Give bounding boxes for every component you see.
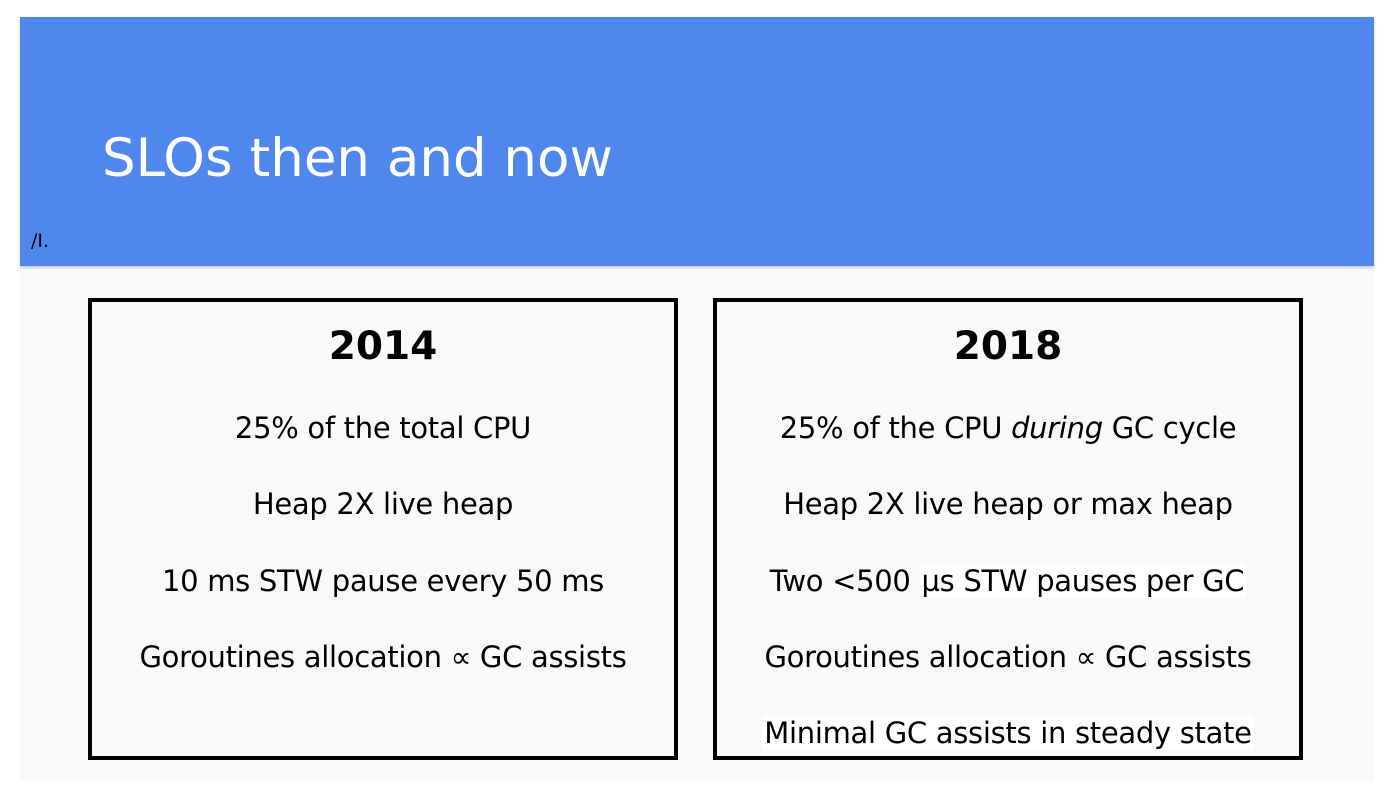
slide-header: SLOs then and now /I.	[20, 17, 1374, 266]
header-mark: /I.	[31, 230, 50, 252]
steady-text: Minimal GC assists in steady state	[762, 716, 1254, 750]
cpu-text-emphasis: during	[1011, 411, 1103, 445]
slo-item-cpu-2018: 25% of the CPU during GC cycle	[717, 408, 1299, 448]
slide: SLOs then and now /I. 2014 25% of the to…	[20, 17, 1374, 781]
slo-item-pause-2014: 10 ms STW pause every 50 ms	[162, 564, 604, 598]
slo-item-assists-2014: Goroutines allocation ∝ GC assists	[139, 640, 627, 674]
slide-title: SLOs then and now	[102, 128, 613, 189]
slo-item-pause-2018: Two <500 µs STW pauses per GC	[717, 561, 1299, 601]
cpu-text-before: 25% of the CPU	[779, 411, 1012, 445]
slo-item-assists-2018: Goroutines allocation ∝ GC assists	[764, 640, 1252, 674]
pause-text-highlight: µs STW pauses per GC	[919, 564, 1247, 598]
column-2018: 2018 25% of the CPU during GC cycle Heap…	[713, 298, 1303, 760]
column-2014: 2014 25% of the total CPU Heap 2X live h…	[88, 298, 678, 760]
slo-item-heap-2018: Heap 2X live heap or max heap	[783, 487, 1233, 521]
pause-text-prefix: Two <500	[769, 564, 920, 598]
cpu-text-after: GC cycle	[1102, 411, 1237, 445]
column-year-2018: 2018	[953, 324, 1063, 369]
slo-item-steady-2018: Minimal GC assists in steady state	[717, 713, 1299, 753]
slo-item-heap-2014: Heap 2X live heap	[252, 487, 514, 521]
slo-item-cpu-2014: 25% of the total CPU	[234, 411, 532, 445]
column-year-2014: 2014	[328, 324, 438, 369]
